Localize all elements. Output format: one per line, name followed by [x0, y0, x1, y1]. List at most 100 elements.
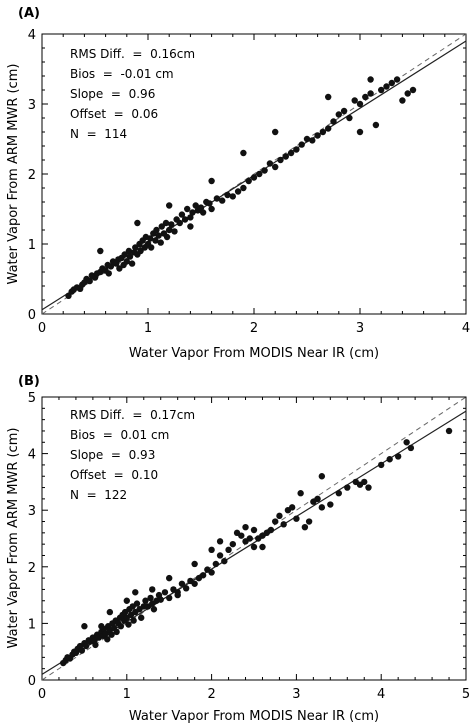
data-point [125, 621, 132, 628]
data-point [213, 195, 221, 202]
x-tick-label: 1 [123, 687, 131, 702]
data-point [280, 521, 287, 528]
data-point [153, 226, 160, 234]
stat-slope: Slope = 0.93 [70, 448, 155, 462]
data-point [372, 121, 380, 129]
data-point [134, 219, 141, 227]
data-point [106, 608, 114, 616]
data-point [340, 107, 348, 115]
y-tick-label: 1 [28, 238, 36, 253]
data-point [149, 586, 156, 593]
data-point [238, 532, 245, 539]
data-point [224, 191, 231, 199]
data-point [356, 128, 364, 136]
data-point [240, 149, 247, 157]
data-point [158, 223, 165, 230]
data-point [378, 86, 385, 94]
data-point [86, 277, 93, 285]
data-point [178, 580, 186, 587]
panel-label: (B) [18, 374, 40, 389]
data-point [130, 617, 137, 624]
data-point [361, 478, 368, 486]
data-point [266, 160, 274, 167]
x-tick-labels: 0 1 2 3 4 [38, 321, 470, 336]
data-point [113, 628, 120, 636]
data-point [138, 614, 145, 621]
data-point [282, 153, 289, 160]
data-point [325, 93, 332, 101]
stat-offset: Offset = 0.06 [70, 107, 158, 121]
data-point [344, 484, 351, 491]
data-point [365, 484, 372, 491]
data-point [305, 518, 313, 525]
data-point [234, 188, 242, 195]
data-point [335, 490, 342, 497]
x-axis-label: Water Vapor From MODIS Near IR (cm) [129, 709, 379, 724]
data-point [108, 631, 115, 638]
data-point [150, 606, 158, 613]
data-point [208, 177, 215, 185]
data-point [309, 137, 316, 144]
data-point [81, 623, 88, 630]
data-point [288, 504, 296, 511]
data-point [399, 97, 406, 104]
stat-rms: RMS Diff. = 0.16cm [70, 47, 195, 61]
data-point [199, 572, 207, 579]
data-point [147, 244, 155, 251]
data-point [176, 219, 183, 227]
x-tick-label: 4 [377, 687, 385, 702]
data-point [163, 233, 171, 241]
y-tick-labels: 0 1 2 3 4 5 [28, 391, 36, 689]
data-point [126, 253, 134, 260]
data-point [178, 211, 186, 218]
data-point [403, 439, 410, 446]
data-point [225, 546, 232, 554]
data-point [117, 623, 125, 630]
y-axis-label: Water Vapor From ARM MWR (cm) [6, 428, 21, 649]
data-point [272, 518, 279, 525]
y-tick-label: 3 [28, 504, 36, 519]
data-point [199, 209, 207, 216]
data-point [132, 244, 139, 251]
stat-n: N = 114 [70, 127, 127, 141]
y-tick-label: 5 [28, 391, 36, 406]
stat-bias: Bios = 0.01 cm [70, 428, 169, 442]
axis-ticks [41, 33, 467, 315]
data-point [293, 146, 300, 153]
data-point [250, 543, 258, 551]
x-tick-label: 0 [38, 687, 46, 702]
x-tick-label: 2 [207, 687, 215, 702]
data-point [297, 490, 304, 497]
data-point [394, 453, 402, 460]
panel-label: (A) [18, 6, 40, 21]
data-point [162, 219, 170, 227]
data-point [82, 642, 90, 650]
x-tick-label: 2 [250, 321, 258, 336]
data-point [335, 111, 342, 118]
data-point [107, 263, 115, 270]
y-tick-labels: 0 1 2 3 4 [28, 28, 36, 323]
scatter-panel-b: (B) 0 1 2 3 4 5 0 1 2 3 4 5 RMS Diff. = 0.17cm Bio… [6, 374, 470, 724]
data-point [142, 597, 149, 604]
data-point [187, 214, 194, 221]
x-tick-labels: 0 1 2 3 4 5 [38, 687, 470, 702]
data-point [327, 501, 334, 508]
data-point [356, 100, 364, 108]
data-point [208, 205, 215, 213]
stat-bias: Bios = -0.01 cm [70, 67, 174, 81]
data-point [121, 251, 128, 258]
y-axis-label: Water Vapor From ARM MWR (cm) [6, 64, 21, 285]
x-axis-label: Water Vapor From MODIS Near IR (cm) [129, 346, 379, 361]
data-point [168, 221, 175, 228]
stats-box: RMS Diff. = 0.16cm Bios = -0.01 cm Slope… [70, 47, 195, 141]
data-point [174, 591, 181, 599]
stat-offset: Offset = 0.10 [70, 468, 158, 482]
y-tick-label: 4 [28, 448, 36, 463]
data-point [133, 600, 141, 607]
data-point [212, 560, 220, 568]
data-point [189, 209, 196, 216]
data-point [367, 90, 374, 97]
data-point [161, 589, 169, 596]
data-point [404, 90, 411, 97]
